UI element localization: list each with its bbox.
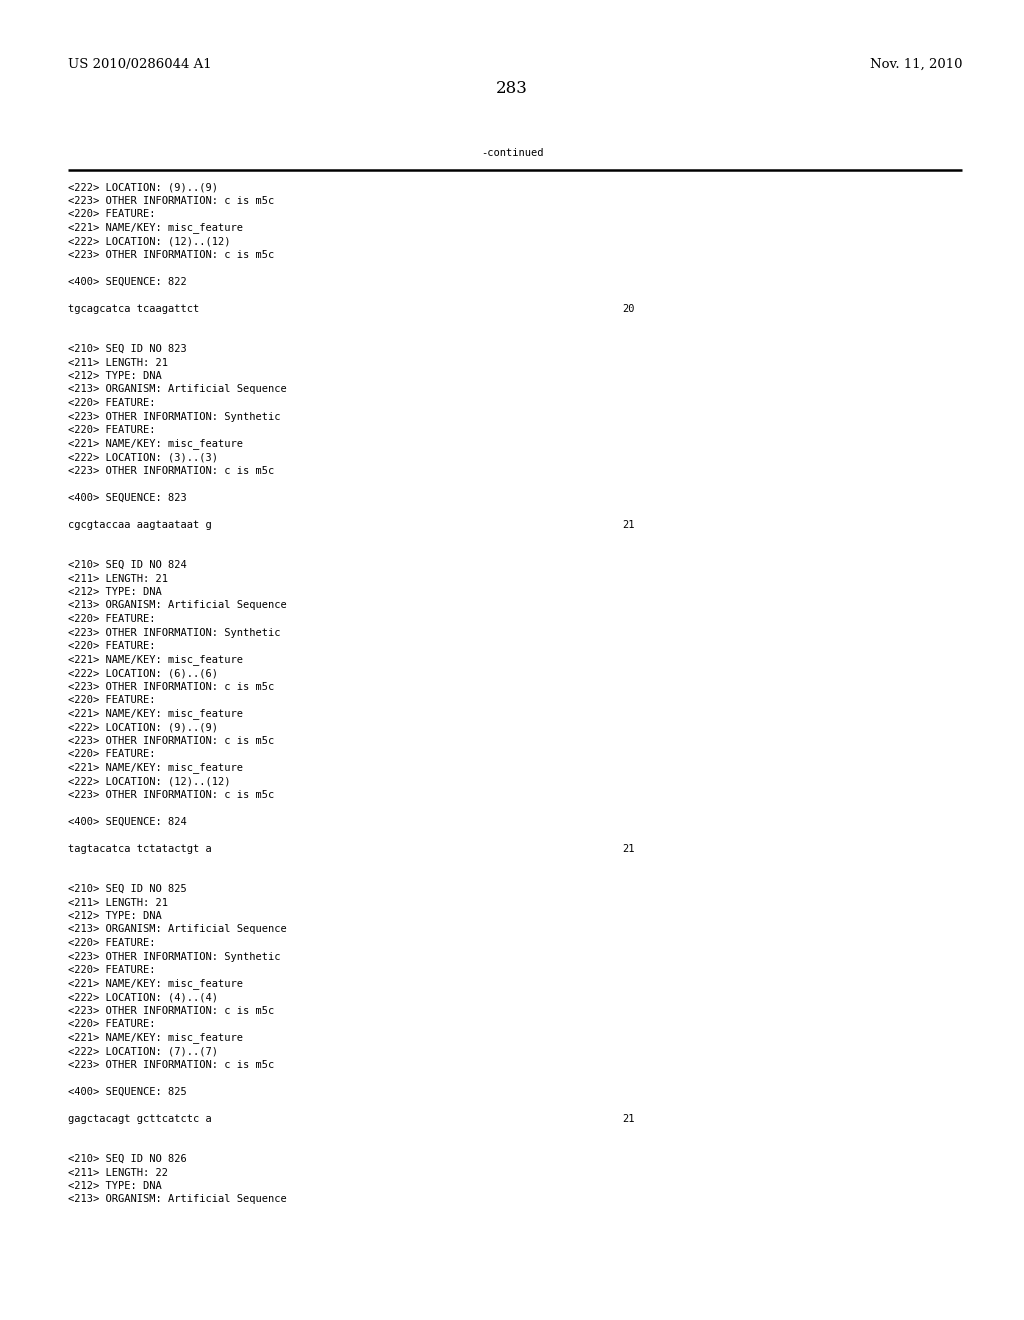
Text: <223> OTHER INFORMATION: Synthetic: <223> OTHER INFORMATION: Synthetic [68, 627, 281, 638]
Text: <400> SEQUENCE: 822: <400> SEQUENCE: 822 [68, 276, 186, 286]
Text: <222> LOCATION: (4)..(4): <222> LOCATION: (4)..(4) [68, 993, 218, 1002]
Text: <220> FEATURE:: <220> FEATURE: [68, 965, 156, 975]
Text: <222> LOCATION: (3)..(3): <222> LOCATION: (3)..(3) [68, 451, 218, 462]
Text: <223> OTHER INFORMATION: Synthetic: <223> OTHER INFORMATION: Synthetic [68, 952, 281, 961]
Text: <221> NAME/KEY: misc_feature: <221> NAME/KEY: misc_feature [68, 709, 243, 719]
Text: <220> FEATURE:: <220> FEATURE: [68, 642, 156, 651]
Text: <220> FEATURE:: <220> FEATURE: [68, 614, 156, 624]
Text: <222> LOCATION: (9)..(9): <222> LOCATION: (9)..(9) [68, 722, 218, 733]
Text: <213> ORGANISM: Artificial Sequence: <213> ORGANISM: Artificial Sequence [68, 601, 287, 610]
Text: <222> LOCATION: (12)..(12): <222> LOCATION: (12)..(12) [68, 776, 230, 785]
Text: <220> FEATURE:: <220> FEATURE: [68, 939, 156, 948]
Text: cgcgtaccaa aagtaataat g: cgcgtaccaa aagtaataat g [68, 520, 212, 529]
Text: <223> OTHER INFORMATION: c is m5c: <223> OTHER INFORMATION: c is m5c [68, 466, 274, 475]
Text: <221> NAME/KEY: misc_feature: <221> NAME/KEY: misc_feature [68, 438, 243, 449]
Text: <211> LENGTH: 22: <211> LENGTH: 22 [68, 1167, 168, 1177]
Text: <223> OTHER INFORMATION: c is m5c: <223> OTHER INFORMATION: c is m5c [68, 735, 274, 746]
Text: <220> FEATURE:: <220> FEATURE: [68, 1019, 156, 1030]
Text: Nov. 11, 2010: Nov. 11, 2010 [869, 58, 962, 71]
Text: <223> OTHER INFORMATION: c is m5c: <223> OTHER INFORMATION: c is m5c [68, 1060, 274, 1069]
Text: <220> FEATURE:: <220> FEATURE: [68, 399, 156, 408]
Text: <223> OTHER INFORMATION: Synthetic: <223> OTHER INFORMATION: Synthetic [68, 412, 281, 421]
Text: <210> SEQ ID NO 825: <210> SEQ ID NO 825 [68, 884, 186, 894]
Text: tagtacatca tctatactgt a: tagtacatca tctatactgt a [68, 843, 212, 854]
Text: <212> TYPE: DNA: <212> TYPE: DNA [68, 371, 162, 381]
Text: <221> NAME/KEY: misc_feature: <221> NAME/KEY: misc_feature [68, 223, 243, 234]
Text: <220> FEATURE:: <220> FEATURE: [68, 209, 156, 219]
Text: tgcagcatca tcaagattct: tgcagcatca tcaagattct [68, 304, 200, 314]
Text: <210> SEQ ID NO 824: <210> SEQ ID NO 824 [68, 560, 186, 570]
Text: <222> LOCATION: (12)..(12): <222> LOCATION: (12)..(12) [68, 236, 230, 246]
Text: 21: 21 [622, 843, 635, 854]
Text: <212> TYPE: DNA: <212> TYPE: DNA [68, 1181, 162, 1191]
Text: <210> SEQ ID NO 823: <210> SEQ ID NO 823 [68, 345, 186, 354]
Text: <213> ORGANISM: Artificial Sequence: <213> ORGANISM: Artificial Sequence [68, 1195, 287, 1204]
Text: <213> ORGANISM: Artificial Sequence: <213> ORGANISM: Artificial Sequence [68, 924, 287, 935]
Text: <213> ORGANISM: Artificial Sequence: <213> ORGANISM: Artificial Sequence [68, 384, 287, 395]
Text: <211> LENGTH: 21: <211> LENGTH: 21 [68, 573, 168, 583]
Text: <222> LOCATION: (7)..(7): <222> LOCATION: (7)..(7) [68, 1045, 218, 1056]
Text: <220> FEATURE:: <220> FEATURE: [68, 425, 156, 436]
Text: <221> NAME/KEY: misc_feature: <221> NAME/KEY: misc_feature [68, 655, 243, 665]
Text: <220> FEATURE:: <220> FEATURE: [68, 696, 156, 705]
Text: 283: 283 [496, 81, 528, 96]
Text: <221> NAME/KEY: misc_feature: <221> NAME/KEY: misc_feature [68, 1032, 243, 1043]
Text: <222> LOCATION: (6)..(6): <222> LOCATION: (6)..(6) [68, 668, 218, 678]
Text: <220> FEATURE:: <220> FEATURE: [68, 748, 156, 759]
Text: <223> OTHER INFORMATION: c is m5c: <223> OTHER INFORMATION: c is m5c [68, 789, 274, 800]
Text: <223> OTHER INFORMATION: c is m5c: <223> OTHER INFORMATION: c is m5c [68, 1006, 274, 1015]
Text: -continued: -continued [480, 148, 544, 158]
Text: <212> TYPE: DNA: <212> TYPE: DNA [68, 911, 162, 921]
Text: <222> LOCATION: (9)..(9): <222> LOCATION: (9)..(9) [68, 182, 218, 191]
Text: <400> SEQUENCE: 824: <400> SEQUENCE: 824 [68, 817, 186, 826]
Text: <223> OTHER INFORMATION: c is m5c: <223> OTHER INFORMATION: c is m5c [68, 681, 274, 692]
Text: 20: 20 [622, 304, 635, 314]
Text: gagctacagt gcttcatctc a: gagctacagt gcttcatctc a [68, 1114, 212, 1123]
Text: <221> NAME/KEY: misc_feature: <221> NAME/KEY: misc_feature [68, 763, 243, 774]
Text: US 2010/0286044 A1: US 2010/0286044 A1 [68, 58, 212, 71]
Text: 21: 21 [622, 520, 635, 529]
Text: <211> LENGTH: 21: <211> LENGTH: 21 [68, 358, 168, 367]
Text: <210> SEQ ID NO 826: <210> SEQ ID NO 826 [68, 1154, 186, 1164]
Text: 21: 21 [622, 1114, 635, 1123]
Text: <223> OTHER INFORMATION: c is m5c: <223> OTHER INFORMATION: c is m5c [68, 195, 274, 206]
Text: <400> SEQUENCE: 825: <400> SEQUENCE: 825 [68, 1086, 186, 1097]
Text: <212> TYPE: DNA: <212> TYPE: DNA [68, 587, 162, 597]
Text: <223> OTHER INFORMATION: c is m5c: <223> OTHER INFORMATION: c is m5c [68, 249, 274, 260]
Text: <400> SEQUENCE: 823: <400> SEQUENCE: 823 [68, 492, 186, 503]
Text: <221> NAME/KEY: misc_feature: <221> NAME/KEY: misc_feature [68, 978, 243, 990]
Text: <211> LENGTH: 21: <211> LENGTH: 21 [68, 898, 168, 908]
